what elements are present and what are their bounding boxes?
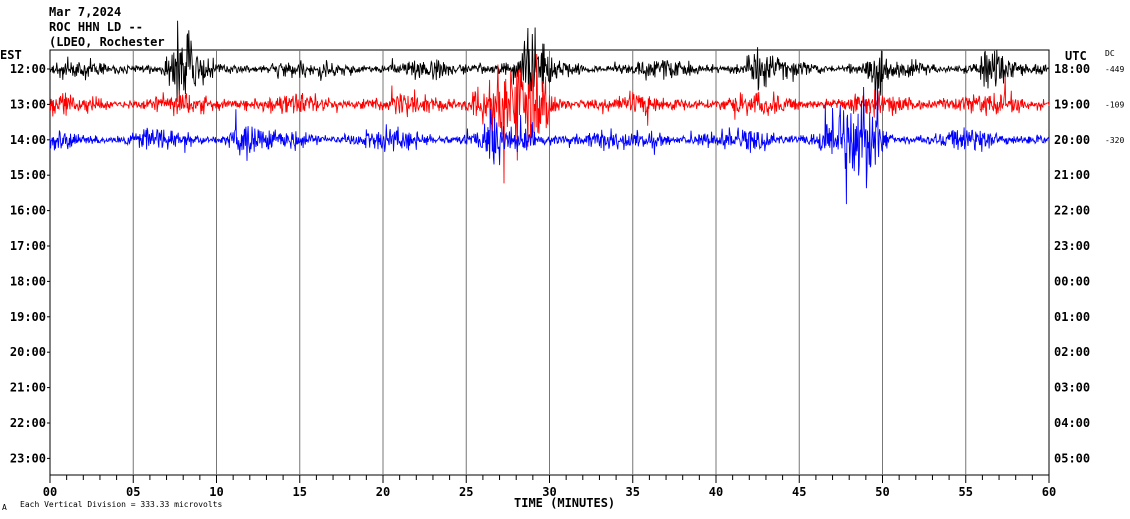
x-tick-label: 40 (709, 485, 723, 499)
left-hour-label: 17:00 (10, 239, 46, 253)
x-tick-label: 10 (209, 485, 223, 499)
left-hour-label: 22:00 (10, 416, 46, 430)
corner-mark: A (2, 503, 7, 512)
right-hour-label: 18:00 (1054, 62, 1090, 76)
right-hour-label: 04:00 (1054, 416, 1090, 430)
right-hour-label: 22:00 (1054, 204, 1090, 218)
left-axis-label: EST (0, 48, 22, 62)
left-hour-label: 12:00 (10, 62, 46, 76)
x-tick-label: 60 (1042, 485, 1056, 499)
x-axis-title: TIME (MINUTES) (514, 496, 615, 510)
station-id: ROC HHN LD -- (49, 20, 143, 34)
x-tick-label: 05 (126, 485, 140, 499)
x-tick-label: 25 (459, 485, 473, 499)
x-tick-label: 35 (626, 485, 640, 499)
x-tick-label: 45 (792, 485, 806, 499)
right-hour-label: 21:00 (1054, 168, 1090, 182)
x-tick-label: 20 (376, 485, 390, 499)
dc-offset-label: -320 (1105, 136, 1124, 145)
left-hour-label: 23:00 (10, 451, 46, 465)
left-hour-label: 21:00 (10, 381, 46, 395)
chart-date: Mar 7,2024 (49, 5, 122, 19)
right-hour-label: 03:00 (1054, 381, 1090, 395)
left-hour-label: 16:00 (10, 204, 46, 218)
right-hour-label: 20:00 (1054, 133, 1090, 147)
x-axis-ticks (49, 475, 1050, 483)
right-hour-label: 05:00 (1054, 451, 1090, 465)
seismic-traces (49, 20, 1050, 205)
left-hour-label: 19:00 (10, 310, 46, 324)
dc-offset-label: -109 (1105, 100, 1124, 109)
network-name: (LDEO, Rochester (49, 35, 165, 49)
right-hour-labels: 18:00 19:00 20:00 21:00 22:00 23:00 00:00 01:00… (1054, 62, 1090, 465)
dc-offset-label: -449 (1105, 65, 1124, 74)
left-hour-label: 14:00 (10, 133, 46, 147)
right-hour-label: 02:00 (1054, 345, 1090, 359)
x-tick-label: 50 (875, 485, 889, 499)
division-note: Each Vertical Division = 333.33 microvol… (20, 500, 223, 509)
left-hour-labels: 12:00 13:00 14:00 15:00 16:00 17:00 18:00 19:00… (10, 62, 50, 465)
trace-line (49, 78, 1050, 205)
left-hour-label: 13:00 (10, 97, 46, 111)
x-tick-label: 30 (542, 485, 556, 499)
trace-line (49, 53, 1050, 184)
left-hour-label: 20:00 (10, 345, 46, 359)
x-tick-label: 15 (293, 485, 307, 499)
left-hour-label: 15:00 (10, 168, 46, 182)
dc-label: DC (1105, 49, 1115, 58)
right-hour-label: 00:00 (1054, 274, 1090, 288)
x-tick-label: 00 (43, 485, 57, 499)
trace-line (49, 20, 1050, 110)
right-hour-label: 23:00 (1054, 239, 1090, 253)
vertical-gridlines (132, 50, 967, 475)
right-hour-label: 01:00 (1054, 310, 1090, 324)
x-tick-label: 55 (959, 485, 973, 499)
right-axis-label: UTC (1065, 49, 1087, 63)
right-hour-label: 19:00 (1054, 97, 1090, 111)
left-hour-label: 18:00 (10, 274, 46, 288)
x-axis-tick-labels: 00 05 10 15 20 25 30 35 40 45 50 55 60 (43, 485, 1056, 499)
dc-offset-labels: -449 -109 -320 (1105, 65, 1124, 145)
